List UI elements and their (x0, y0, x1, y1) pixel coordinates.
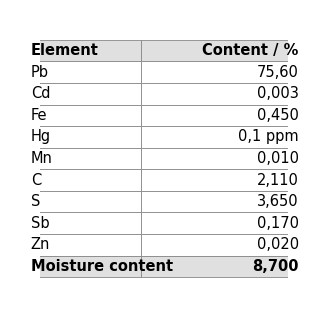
Bar (141, 169, 303, 191)
Text: 75,60: 75,60 (257, 65, 299, 80)
Bar (26, 169, 141, 191)
Bar (141, 61, 303, 83)
Bar (26, 105, 141, 126)
Text: 0,170: 0,170 (257, 216, 299, 231)
Text: 8,700: 8,700 (252, 259, 299, 274)
Text: Content / %: Content / % (203, 43, 299, 58)
Text: 3,650: 3,650 (257, 194, 299, 209)
Text: Element: Element (31, 43, 99, 58)
Bar (26, 191, 141, 212)
Bar (26, 126, 141, 148)
Bar (141, 256, 303, 277)
Text: Mn: Mn (31, 151, 52, 166)
Bar (26, 83, 141, 105)
Text: Sb: Sb (31, 216, 49, 231)
Text: 0,010: 0,010 (257, 151, 299, 166)
Bar (26, 148, 141, 169)
Bar (141, 191, 303, 212)
Text: 2,110: 2,110 (257, 172, 299, 188)
Bar (141, 83, 303, 105)
Text: Cd: Cd (31, 86, 50, 101)
Text: 0,450: 0,450 (257, 108, 299, 123)
Text: Moisture content: Moisture content (31, 259, 173, 274)
Bar (141, 234, 303, 256)
Text: Zn: Zn (31, 237, 50, 252)
Bar (26, 40, 141, 61)
Bar (141, 126, 303, 148)
Bar (141, 212, 303, 234)
Text: C: C (31, 172, 41, 188)
Text: 0,003: 0,003 (257, 86, 299, 101)
Text: Hg: Hg (31, 130, 51, 144)
Bar (141, 148, 303, 169)
Bar (26, 234, 141, 256)
Text: 0,020: 0,020 (257, 237, 299, 252)
Bar (26, 61, 141, 83)
Bar (26, 256, 141, 277)
Text: 0,1 ppm: 0,1 ppm (238, 130, 299, 144)
Text: S: S (31, 194, 40, 209)
Text: Pb: Pb (31, 65, 49, 80)
Bar (26, 212, 141, 234)
Text: Fe: Fe (31, 108, 47, 123)
Bar (141, 40, 303, 61)
Bar (141, 105, 303, 126)
